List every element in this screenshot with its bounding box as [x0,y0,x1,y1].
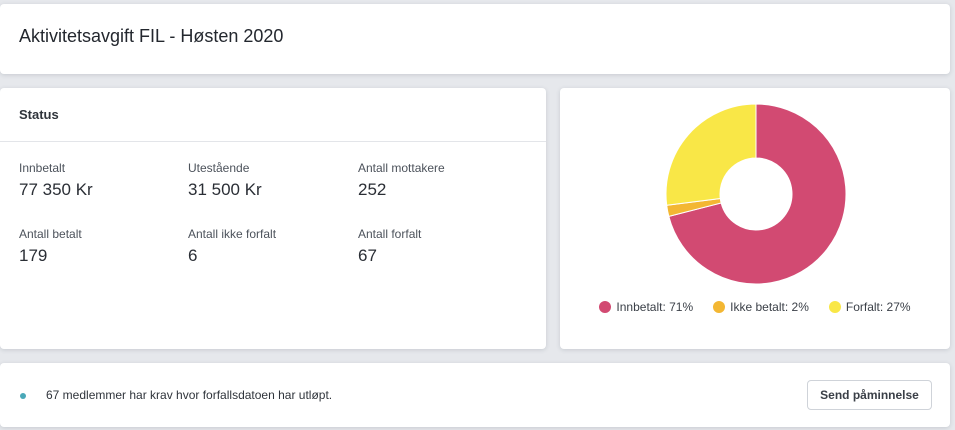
stat-value: 179 [19,246,48,265]
status-card: Status Innbetalt 77 350 Kr Utestående 31… [0,88,546,349]
notice-card: 67 medlemmer har krav hvor forfallsdatoe… [0,363,950,427]
status-title: Status [19,107,59,122]
header-card: Aktivitetsavgift FIL - Høsten 2020 [0,4,950,74]
status-divider [0,141,546,142]
stat-label: Antall forfalt [358,227,422,241]
stat-antall-forfalt: Antall forfalt 67 [358,227,421,266]
stat-label: Innbetalt [19,161,66,175]
stat-value: 67 [358,246,377,265]
legend-item-forfalt: Forfalt: 27% [828,300,911,314]
legend-label: Forfalt: 27% [845,300,911,314]
donut-chart [665,103,847,285]
legend-item-innbetalt: Innbetalt: 71% [599,300,693,314]
stat-value: 252 [358,180,387,199]
stat-utestaende: Utestående 31 500 Kr [188,161,262,200]
stat-antall-mottakere: Antall mottakere 252 [358,161,445,200]
chart-card: Innbetalt: 71% Ikke betalt: 2% Forfalt: … [560,88,950,349]
notice-text: 67 medlemmer har krav hvor forfallsdatoe… [46,388,333,402]
send-reminder-button[interactable]: Send påminnelse [807,380,932,410]
legend-item-ikke-betalt: Ikke betalt: 2% [713,300,809,314]
stat-antall-ikke-forfalt: Antall ikke forfalt 6 [188,227,276,266]
legend-label: Innbetalt: 71% [616,300,694,314]
legend-dot [599,301,612,313]
stat-label: Antall mottakere [358,161,445,175]
stat-label: Antall betalt [19,227,82,241]
notice-bullet-icon [20,393,26,399]
stat-antall-betalt: Antall betalt 179 [19,227,82,266]
donut-slice-forfalt[interactable] [665,103,757,206]
legend-dot [828,301,841,313]
legend-label: Ikke betalt: 2% [730,300,809,314]
stat-innbetalt: Innbetalt 77 350 Kr [19,161,93,200]
chart-legend: Innbetalt: 71% Ikke betalt: 2% Forfalt: … [560,300,950,314]
stat-value: 6 [188,246,198,265]
donut-slice-innbetalt[interactable] [668,103,847,285]
page-title: Aktivitetsavgift FIL - Høsten 2020 [19,26,284,46]
stat-label: Utestående [188,161,250,175]
stat-value: 31 500 Kr [188,180,262,199]
stat-label: Antall ikke forfalt [188,227,277,241]
stat-value: 77 350 Kr [19,180,93,199]
legend-dot [713,301,726,313]
